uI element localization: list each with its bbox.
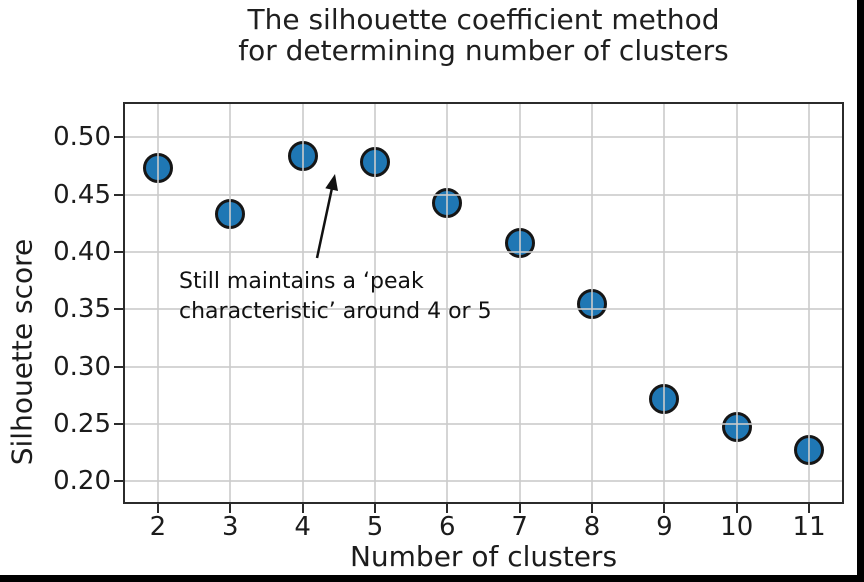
screenshot-border-right [857,0,864,582]
x-tick-label: 9 [656,512,673,542]
y-tick-mark [114,193,123,196]
horizontal-gridline [125,250,842,253]
y-tick-mark [114,308,123,311]
x-tick-mark [663,504,666,513]
x-tick-mark [446,504,449,513]
vertical-gridline [446,104,449,502]
vertical-gridline [518,104,521,502]
y-tick-label: 0.35 [53,294,111,325]
x-tick-label: 3 [221,512,239,542]
x-tick-label: 4 [294,512,311,542]
x-tick-mark [156,504,159,513]
x-tick-label: 6 [439,512,456,542]
x-tick-label: 2 [149,512,167,542]
x-tick-mark [735,504,738,513]
y-tick-mark [114,365,123,368]
x-tick-label: 8 [583,512,601,542]
horizontal-gridline [125,308,842,311]
horizontal-gridline [125,480,842,483]
arrow-line [315,187,334,259]
x-tick-label: 7 [511,512,528,542]
x-tick-mark [373,504,376,513]
arrow-head-icon [325,174,338,191]
vertical-gridline [156,104,159,502]
x-tick-mark [591,504,594,513]
vertical-gridline [735,104,738,502]
annotation-text: Still maintains a ‘peak characteristic’ … [179,267,492,327]
vertical-gridline [373,104,376,502]
chart-title-line2: for determining number of clusters [238,34,729,67]
chart-title: The silhouette coefficient method for de… [123,4,844,66]
vertical-gridline [808,104,811,502]
annotation-line2: characteristic’ around 4 or 5 [179,299,492,324]
y-tick-mark [114,423,123,425]
chart-title-line1: The silhouette coefficient method [247,3,720,36]
y-tick-mark [114,480,123,483]
x-tick-mark [301,504,304,513]
x-tick-label: 11 [792,512,826,542]
screenshot-border-bottom [0,575,864,582]
y-tick-mark [114,136,123,139]
y-tick-label: 0.20 [53,466,111,497]
y-tick-label: 0.40 [53,236,111,267]
horizontal-gridline [125,136,842,139]
annotation-line1: Still maintains a ‘peak [179,269,424,294]
y-tick-label: 0.50 [53,122,111,153]
y-tick-label: 0.45 [53,179,111,210]
y-tick-label: 0.30 [53,351,111,382]
horizontal-gridline [125,193,842,196]
vertical-gridline [663,104,666,502]
x-axis-label: Number of clusters [349,540,618,573]
y-tick-mark [114,250,123,253]
plot-area: Still maintains a ‘peak characteristic’ … [53,102,844,542]
horizontal-gridline [125,365,842,368]
x-tick-mark [229,504,232,513]
x-tick-mark [808,504,811,513]
horizontal-gridline [125,423,842,425]
x-tick-mark [518,504,521,513]
y-axis-label: Silhouette score [5,238,39,466]
vertical-gridline [301,104,304,502]
y-tick-label: 0.25 [53,409,111,439]
x-tick-label: 5 [366,512,384,542]
x-tick-label: 10 [720,512,754,542]
vertical-gridline [229,104,232,502]
vertical-gridline [591,104,594,502]
